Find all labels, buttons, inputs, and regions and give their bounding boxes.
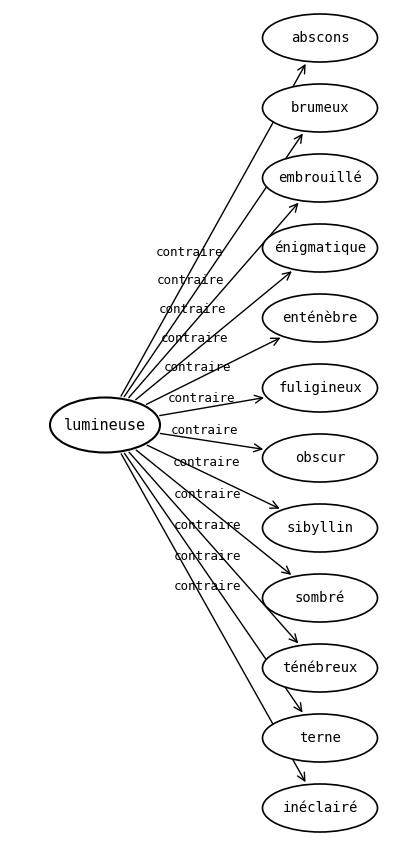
Text: lumineuse: lumineuse xyxy=(64,418,146,432)
Text: ténébreux: ténébreux xyxy=(282,661,358,675)
Ellipse shape xyxy=(262,504,378,552)
Ellipse shape xyxy=(50,397,160,453)
Text: contraire: contraire xyxy=(173,580,241,593)
Text: contraire: contraire xyxy=(171,424,238,437)
Text: fuligineux: fuligineux xyxy=(278,381,362,395)
Text: contraire: contraire xyxy=(164,361,232,374)
Text: embrouillé: embrouillé xyxy=(278,171,362,185)
Ellipse shape xyxy=(262,224,378,272)
Ellipse shape xyxy=(262,364,378,412)
Ellipse shape xyxy=(262,14,378,62)
Text: inéclairé: inéclairé xyxy=(282,801,358,815)
Text: contraire: contraire xyxy=(158,303,226,316)
Text: obscur: obscur xyxy=(295,451,345,465)
Text: sibyllin: sibyllin xyxy=(287,521,354,535)
Ellipse shape xyxy=(262,574,378,622)
Text: abscons: abscons xyxy=(291,31,349,45)
Text: contraire: contraire xyxy=(161,332,228,345)
Text: contraire: contraire xyxy=(157,274,225,288)
Text: contraire: contraire xyxy=(156,246,223,259)
Ellipse shape xyxy=(262,644,378,692)
Ellipse shape xyxy=(262,714,378,762)
Ellipse shape xyxy=(262,154,378,202)
Text: contraire: contraire xyxy=(168,391,235,405)
Ellipse shape xyxy=(262,84,378,132)
Text: terne: terne xyxy=(299,731,341,745)
Text: enténèbre: enténèbre xyxy=(282,311,358,325)
Text: contraire: contraire xyxy=(173,550,241,563)
Text: sombré: sombré xyxy=(295,591,345,605)
Ellipse shape xyxy=(262,434,378,482)
Text: contraire: contraire xyxy=(173,519,241,532)
Text: énigmatique: énigmatique xyxy=(274,241,366,255)
Ellipse shape xyxy=(262,784,378,832)
Text: contraire: contraire xyxy=(173,456,241,469)
Ellipse shape xyxy=(262,294,378,342)
Text: brumeux: brumeux xyxy=(291,101,349,115)
Text: contraire: contraire xyxy=(173,488,241,501)
